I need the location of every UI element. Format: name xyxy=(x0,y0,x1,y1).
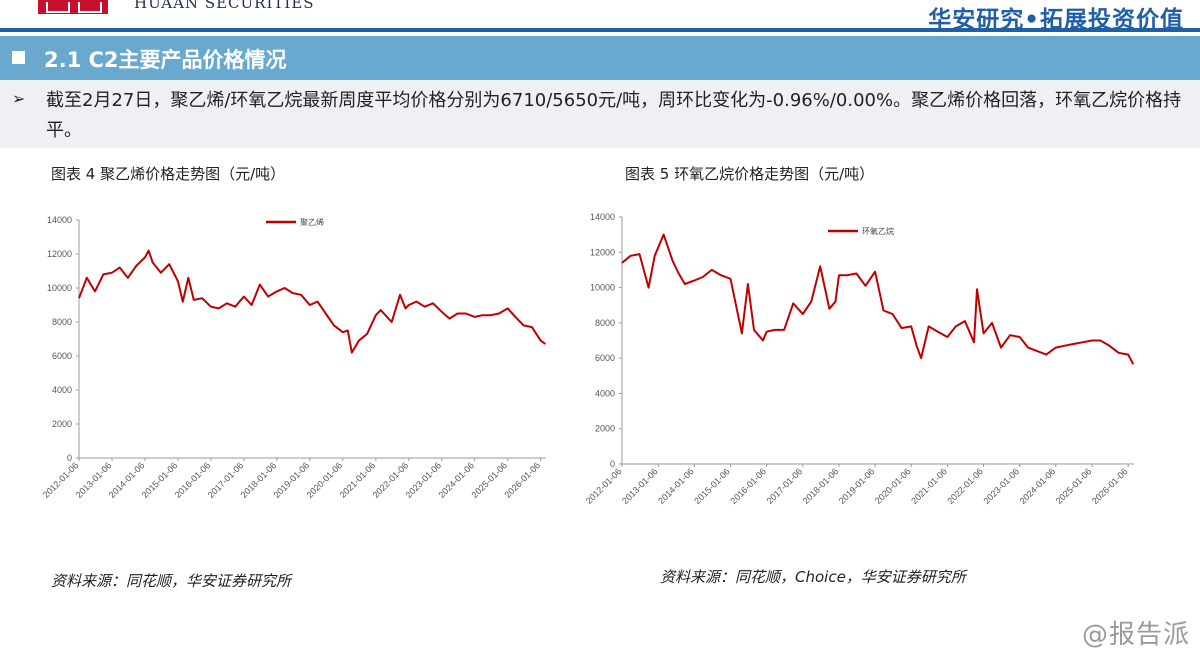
legend-label: 环氧乙烷 xyxy=(862,226,894,236)
y-tick-label: 12000 xyxy=(590,247,615,257)
pe-price-chart: 020004000600080001000012000140002012-01-… xyxy=(41,215,546,500)
x-tick-label: 2018-01-06 xyxy=(801,466,841,506)
y-tick-label: 6000 xyxy=(52,351,72,361)
x-tick-label: 2020-01-06 xyxy=(873,466,913,506)
x-tick-label: 2019-01-06 xyxy=(837,466,877,506)
y-tick-label: 14000 xyxy=(590,212,615,222)
x-tick-label: 2016-01-06 xyxy=(728,466,768,506)
y-tick-label: 8000 xyxy=(52,317,72,327)
section-square-icon xyxy=(12,51,25,64)
y-tick-label: 10000 xyxy=(590,283,615,293)
y-tick-label: 6000 xyxy=(595,353,615,363)
y-tick-label: 12000 xyxy=(47,249,72,259)
x-tick-label: 2023-01-06 xyxy=(981,466,1021,506)
watermark: @报告派 xyxy=(1081,620,1190,650)
x-tick-label: 2025-01-06 xyxy=(1054,466,1094,506)
chart-source-pe: 资料来源：同花顺，华安证券研究所 xyxy=(51,572,292,590)
series-line-0 xyxy=(621,233,1135,365)
eo-price-chart: 020004000600080001000012000140002012-01-… xyxy=(584,212,1135,506)
x-tick-label: 2022-01-06 xyxy=(945,466,985,506)
x-tick-label: 2014-01-06 xyxy=(656,466,696,506)
y-tick-label: 4000 xyxy=(52,385,72,395)
header-divider xyxy=(0,28,1200,32)
report-header: HUAAN SECURITIES 华安研究•拓展投资价值 xyxy=(0,0,1200,33)
y-tick-label: 0 xyxy=(610,459,615,469)
series-line-0 xyxy=(78,249,546,354)
section-banner: 2.1 C2主要产品价格情况 xyxy=(0,36,1200,80)
legend-label: 聚乙烯 xyxy=(300,217,324,227)
chart-caption-pe: 图表 4 聚乙烯价格走势图（元/吨） xyxy=(51,165,286,183)
y-tick-label: 4000 xyxy=(595,388,615,398)
y-tick-label: 2000 xyxy=(52,419,72,429)
y-tick-label: 8000 xyxy=(595,318,615,328)
x-tick-label: 2013-01-06 xyxy=(620,466,660,506)
x-tick-label: 2021-01-06 xyxy=(909,466,949,506)
y-tick-label: 0 xyxy=(67,453,72,463)
huaan-logo-icon xyxy=(38,0,108,14)
x-tick-label: 2024-01-06 xyxy=(1018,466,1058,506)
chart-caption-eo: 图表 5 环氧乙烷价格走势图（元/吨） xyxy=(625,165,875,183)
summary-text: 截至2月27日，聚乙烯/环氧乙烷最新周度平均价格分别为6710/5650元/吨，… xyxy=(46,90,1182,141)
bullet-arrow-icon: ➢ xyxy=(12,89,26,108)
x-tick-label: 2015-01-06 xyxy=(692,466,732,506)
y-tick-label: 2000 xyxy=(595,424,615,434)
y-tick-label: 10000 xyxy=(47,283,72,293)
brand-english-name: HUAAN SECURITIES xyxy=(134,0,315,12)
x-tick-label: 2026-01-06 xyxy=(1090,466,1130,506)
chart-source-eo: 资料来源：同花顺，Choice，华安证券研究所 xyxy=(660,568,966,586)
x-tick-label: 2017-01-06 xyxy=(765,466,805,506)
section-title: 2.1 C2主要产品价格情况 xyxy=(44,48,287,72)
summary-box: ➢ 截至2月27日，聚乙烯/环氧乙烷最新周度平均价格分别为6710/5650元/… xyxy=(0,80,1200,148)
y-tick-label: 14000 xyxy=(47,215,72,225)
x-tick-label: 2026-01-06 xyxy=(502,460,542,500)
